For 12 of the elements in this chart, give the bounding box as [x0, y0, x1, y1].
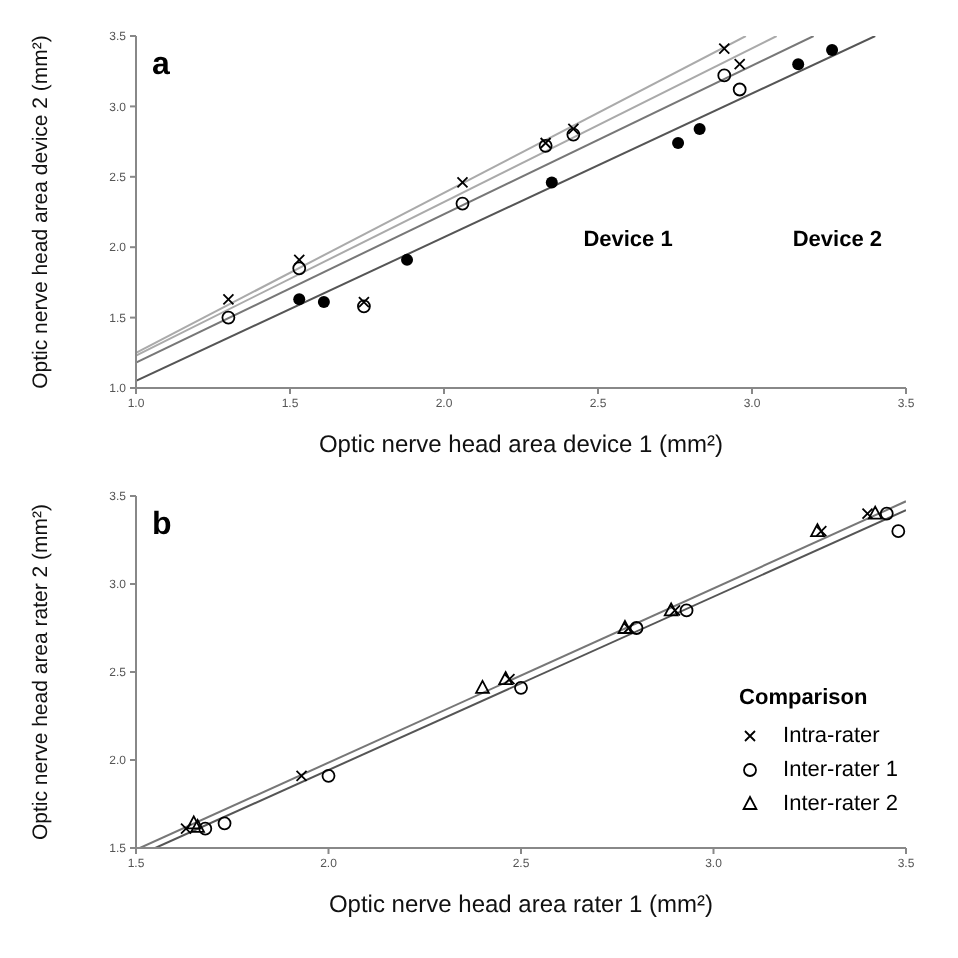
legend-label: Intra-rater — [783, 723, 880, 747]
x-axis-title: Optic nerve head area rater 1 (mm²) — [328, 890, 714, 918]
chart-title: a — [152, 48, 170, 84]
legend-label: Inter-rater 2 — [783, 791, 898, 815]
y-axis-title: Optic nerve head area device 2 (mm²) — [29, 35, 54, 389]
legend-title: Comparison — [739, 686, 870, 710]
legend-label: Inter-rater 1 — [783, 757, 898, 781]
y-axis-title: Optic nerve head area rater 2 (mm²) — [29, 503, 54, 841]
chart-title: b — [152, 508, 172, 544]
annotation: Device 2 — [792, 228, 882, 252]
x-axis-title: Optic nerve head area device 1 (mm²) — [318, 430, 724, 458]
annotation: Device 1 — [583, 228, 673, 252]
